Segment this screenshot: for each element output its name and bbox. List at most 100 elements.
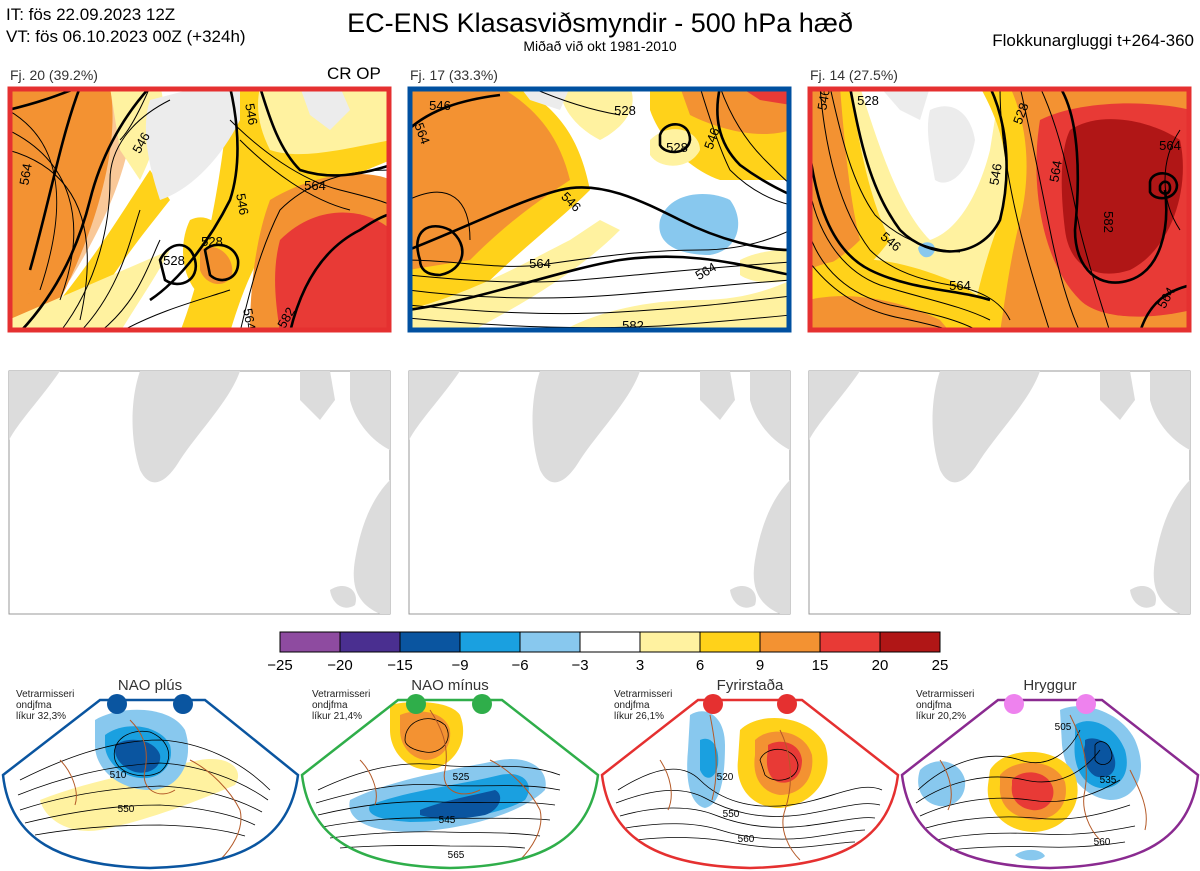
regime-note-line: ondjfma	[312, 700, 348, 711]
regime-1-marker-dot	[107, 694, 127, 714]
colorbar-tick: 6	[696, 657, 704, 674]
cluster-1-border	[7, 86, 392, 333]
cluster-3-map: 546 528 528 546 564 546 564 582 564 564	[807, 86, 1192, 333]
cluster-2-border	[407, 86, 792, 333]
regime-contour-label: 520	[717, 772, 734, 783]
regime-note-line: líkur 32,3%	[16, 711, 67, 722]
regime-4-note: Vetrarmisseri ondjfma líkur 20,2%	[916, 689, 974, 722]
colorbar-swatch	[400, 632, 460, 652]
regime-1-note: Vetrarmisseri ondjfma líkur 32,3%	[16, 689, 74, 722]
colorbar-tick: −25	[267, 657, 292, 674]
colorbar-tick: 9	[756, 657, 764, 674]
regime-contour-label: 535	[1100, 775, 1117, 786]
cluster-2-map: 546 528 528 546 546 564 564 564 582	[407, 86, 792, 333]
regime-3-name: Fyrirstaða	[716, 677, 784, 694]
colorbar-swatch	[520, 632, 580, 652]
regime-contour-label: 550	[118, 804, 135, 815]
colorbar: −25 −20 −15 −9 −6 −3 3 6 9 15 20 25	[267, 631, 949, 674]
cluster-3-border	[807, 86, 1192, 333]
cluster-1-map: 564 546 528 528 546 564 546 564 582	[7, 86, 392, 333]
regime-contour-label: 545	[439, 815, 456, 826]
colorbar-tick: −6	[511, 657, 528, 674]
colorbar-tick: 20	[872, 657, 889, 674]
regime-nao-minus: 525 545 565	[300, 694, 600, 870]
colorbar-swatch	[460, 632, 520, 652]
regime-contour-label: 505	[1055, 722, 1072, 733]
colorbar-swatch	[760, 632, 820, 652]
colorbar-swatch	[280, 632, 340, 652]
colorbar-tick: −20	[327, 657, 352, 674]
regime-note-line: líkur 21,4%	[312, 711, 363, 722]
regime-contour-label: 565	[448, 850, 465, 861]
contour-label: 546	[986, 162, 1005, 186]
regime-note-line: líkur 20,2%	[916, 711, 967, 722]
regime-2-note: Vetrarmisseri ondjfma líkur 21,4%	[312, 689, 370, 722]
regime-contour-label: 550	[723, 809, 740, 820]
contour-label: 564	[304, 178, 326, 193]
regime-contour-label: 525	[453, 772, 470, 783]
regime-contour-label: 560	[1094, 837, 1111, 848]
regime-note-line: Vetrarmisseri	[16, 689, 75, 700]
regime-note-line: ondjfma	[916, 700, 952, 711]
contour-label: 564	[16, 162, 35, 186]
colorbar-tick: 25	[932, 657, 949, 674]
regime-contour-label: 510	[110, 770, 127, 781]
contour-label: 564	[411, 121, 433, 147]
regime-note-line: ondjfma	[16, 700, 52, 711]
colorbar-tick: −9	[451, 657, 468, 674]
colorbar-swatch	[700, 632, 760, 652]
colorbar-tick: 3	[636, 657, 644, 674]
contour-label: 546	[242, 102, 261, 126]
cluster-1-flag: CR OP	[327, 64, 381, 83]
contour-label: 528	[614, 103, 636, 118]
regime-note-line: Vetrarmisseri	[614, 689, 673, 700]
contour-label: 564	[1159, 138, 1181, 153]
valid-time: VT: fös 06.10.2023 00Z (+324h)	[6, 27, 246, 46]
colorbar-tick: −3	[571, 657, 588, 674]
contour-label: 528	[201, 234, 223, 249]
colorbar-swatch	[580, 632, 640, 652]
regime-note-line: ondjfma	[614, 700, 650, 711]
contour-label: 564	[1046, 159, 1065, 183]
contour-label: 564	[949, 278, 971, 293]
regime-1-marker-dot	[173, 694, 193, 714]
regime-2-marker-dot	[472, 694, 492, 714]
init-time: IT: fös 22.09.2023 12Z	[6, 5, 176, 24]
contour-label: 546	[233, 192, 252, 216]
regime-3-note: Vetrarmisseri ondjfma líkur 26,1%	[614, 689, 672, 722]
colorbar-swatch	[340, 632, 400, 652]
cluster-3-label: Fj. 14 (27.5%)	[810, 67, 898, 83]
regime-4-marker-dot	[1076, 694, 1096, 714]
colorbar-swatch	[640, 632, 700, 652]
regime-note-line: líkur 26,1%	[614, 711, 665, 722]
contour-label: 528	[163, 253, 185, 268]
empty-map-3	[808, 370, 1191, 615]
colorbar-swatch	[880, 632, 940, 652]
colorbar-tick: −15	[387, 657, 412, 674]
empty-map-1	[8, 370, 391, 615]
contour-label: 546	[701, 126, 723, 152]
regime-4-marker-dot	[1004, 694, 1024, 714]
cluster-1-label: Fj. 20 (39.2%)	[10, 67, 98, 83]
regime-1-name: NAO plús	[117, 677, 183, 694]
contour-label: 528	[857, 93, 879, 108]
regime-blocking: 520 550 560	[600, 694, 900, 870]
contour-label: 546	[429, 98, 451, 113]
contour-label: 564	[529, 256, 551, 271]
regime-4-name: Hryggur	[1023, 677, 1077, 694]
regime-note-line: Vetrarmisseri	[312, 689, 371, 700]
contour-label: 582	[1101, 211, 1116, 233]
page-title: EC-ENS Klasasviðsmyndir - 500 hPa hæð	[347, 8, 853, 38]
colorbar-tick: 15	[812, 657, 829, 674]
regime-2-name: NAO mínus	[411, 677, 489, 694]
empty-map-2	[408, 370, 791, 615]
cluster-2-label: Fj. 17 (33.3%)	[410, 67, 498, 83]
regime-contour-label: 560	[738, 834, 755, 845]
regime-3-marker-dot	[777, 694, 797, 714]
regime-ridge: 505 535 560	[900, 694, 1200, 870]
contour-label: 528	[666, 140, 688, 155]
regime-note-line: Vetrarmisseri	[916, 689, 975, 700]
colorbar-swatch	[820, 632, 880, 652]
contour-label: 546	[814, 87, 833, 111]
